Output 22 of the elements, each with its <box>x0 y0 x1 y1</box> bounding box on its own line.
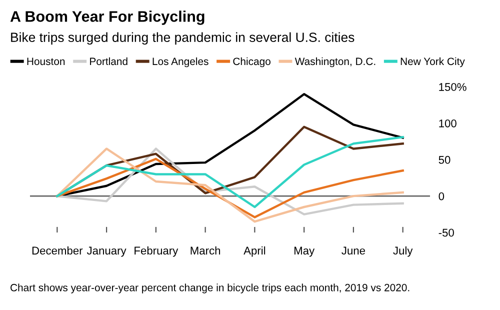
chart-subtitle: Bike trips surged during the pandemic in several U.S. cities <box>11 32 354 45</box>
x-tick-label: December <box>32 246 83 255</box>
legend-label: New York City <box>400 57 465 68</box>
x-tick-label: April <box>244 246 266 257</box>
x-tick-label: June <box>342 246 366 255</box>
legend-label: Houston <box>27 58 65 66</box>
legend-label: Chicago <box>233 57 270 68</box>
x-tick-label: February <box>134 246 178 257</box>
x-tick-label: January <box>86 246 126 257</box>
y-tick-label: 150% <box>439 83 466 91</box>
legend-label: Portland <box>90 57 128 66</box>
y-tick-label: -50 <box>438 228 454 237</box>
y-tick-label: 0 <box>438 192 444 200</box>
y-tick-label: 100 <box>439 119 456 128</box>
y-tick-label: 50 <box>438 156 450 164</box>
text: Chart shows year-over-year percent change in bicycle trips each month, 2019 vs 2020. <box>10 284 410 294</box>
legend-label: Los Angeles <box>152 57 208 68</box>
x-tick-label: May <box>294 246 315 257</box>
legend-label: Washington, D.C. <box>294 57 376 68</box>
x-tick-label: July <box>393 246 413 257</box>
x-tick-label: March <box>190 246 220 255</box>
chart-title: A Boom Year For Bicycling <box>10 10 204 25</box>
